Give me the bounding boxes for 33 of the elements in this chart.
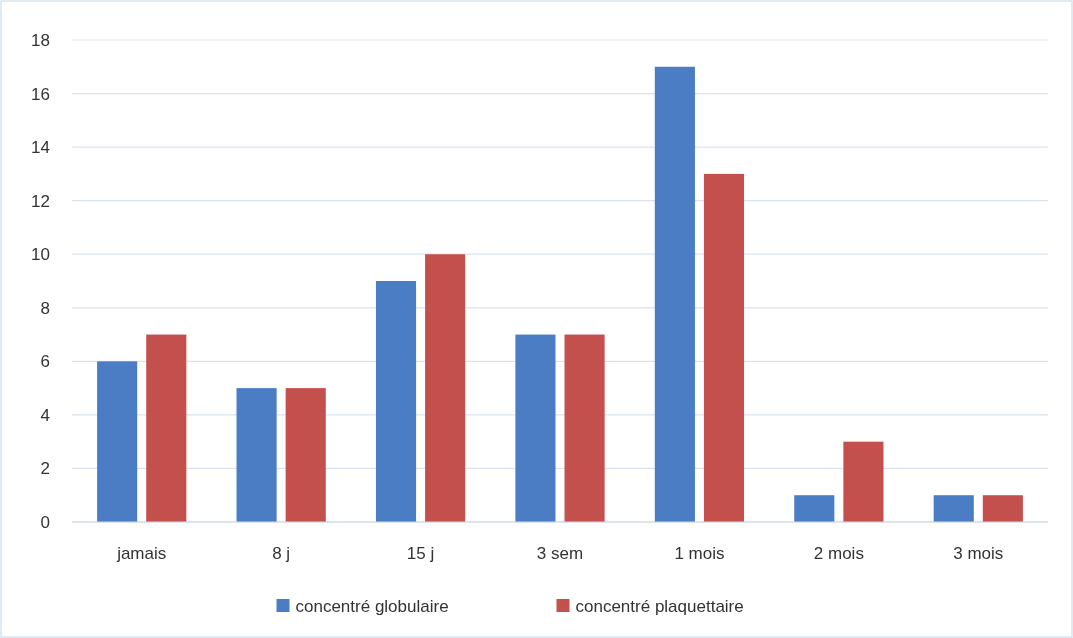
- legend-label: concentré globulaire: [295, 596, 449, 616]
- bar: [146, 334, 187, 522]
- bar: [933, 495, 974, 522]
- bar: [375, 281, 417, 522]
- x-tick-label: 8 j: [272, 544, 291, 563]
- y-tick-label: 4: [40, 405, 50, 425]
- x-tick-label: 3 sem: [536, 544, 584, 563]
- bar: [97, 361, 138, 522]
- x-tick-label: 1 mois: [674, 544, 725, 563]
- bar: [564, 334, 605, 522]
- bar: [982, 495, 1023, 522]
- x-tick-label: 15 j: [406, 544, 435, 563]
- bar: [425, 254, 466, 522]
- legend-label: concentré plaquettaire: [575, 596, 744, 616]
- y-tick-label: 6: [40, 352, 50, 372]
- y-tick-label: 14: [31, 138, 50, 158]
- bar: [794, 495, 835, 522]
- y-tick-label: 2: [40, 459, 50, 479]
- y-tick-label: 0: [40, 512, 50, 532]
- y-tick-label: 16: [31, 84, 50, 104]
- bar: [843, 441, 884, 522]
- x-tick-label: jamais: [116, 544, 167, 563]
- bar: [515, 334, 556, 522]
- bar: [703, 173, 745, 522]
- bar: [285, 388, 326, 522]
- y-tick-label: 8: [40, 298, 50, 318]
- bar: [236, 388, 277, 522]
- bar: [654, 66, 695, 522]
- y-tick-label: 10: [31, 245, 50, 265]
- x-tick-label: 2 mois: [813, 544, 864, 563]
- y-tick-label: 12: [31, 191, 50, 211]
- y-tick-label: 18: [31, 30, 50, 50]
- x-tick-label: 3 mois: [953, 544, 1004, 563]
